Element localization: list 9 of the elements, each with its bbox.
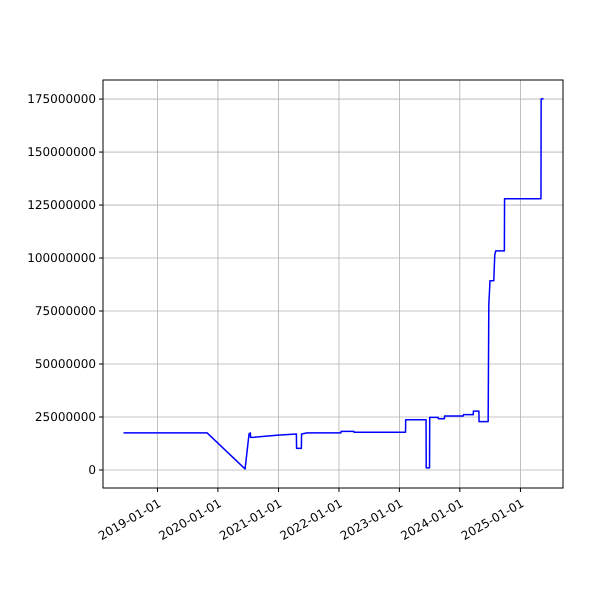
y-tick-label: 125000000: [27, 198, 96, 212]
y-tick-label: 75000000: [34, 304, 96, 318]
y-tick-label: 150000000: [27, 145, 96, 160]
y-tick-label: 0: [88, 462, 96, 477]
line-series: [122, 98, 544, 470]
y-tick-label: 25000000: [34, 410, 96, 424]
y-tick-label: 100000000: [27, 251, 96, 266]
y-tick-label: 175000000: [27, 92, 96, 106]
y-tick-label: 50000000: [34, 357, 96, 372]
